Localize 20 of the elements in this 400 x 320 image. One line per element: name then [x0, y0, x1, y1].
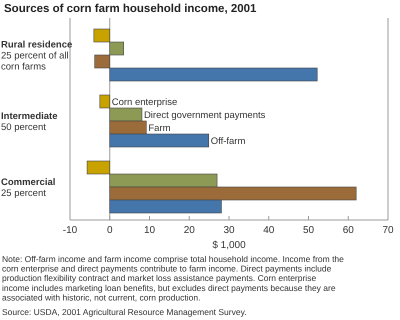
x-tick-label: 50: [302, 225, 314, 236]
x-tick-label: 0: [106, 225, 113, 236]
series-label: Farm: [148, 122, 171, 134]
y-tick-label: Commercial 25 percent: [1, 176, 56, 199]
series-label: Direct government payments: [144, 110, 266, 121]
series-label: Off-farm: [210, 136, 246, 147]
text: Note: Off-farm income and farm income comprise total household income. Income from the corn enterprise and direct payments contribute to farm income. Direct payments include production flexibility contract and market loss assistance payments. Corn enterprise income includes marketing loan benefits, but excludes direct payments because they are associated with historic, not current, corn production.: [2, 254, 344, 302]
x-tick-label: 70: [382, 225, 394, 236]
x-axis-title: $ 1,000: [212, 240, 246, 251]
x-tick-label: 40: [263, 225, 275, 236]
x-tick-label: -10: [62, 225, 78, 236]
source-note: Source: USDA, 2001 Agricultural Resource Management Survey.: [2, 307, 247, 317]
series-label: Corn enterprise: [112, 96, 178, 108]
x-tick-label: 30: [223, 225, 235, 236]
x-tick-label: 20: [184, 225, 196, 236]
x-tick-label: 60: [342, 225, 354, 236]
x-tick-label: 10: [144, 225, 156, 236]
y-tick-label: Intermediate 50 percent: [1, 110, 58, 133]
chart-title: Sources of corn farm household income, 2001: [4, 3, 258, 15]
y-tick-label: Rural residence 25 percent of all corn farms: [1, 39, 72, 72]
